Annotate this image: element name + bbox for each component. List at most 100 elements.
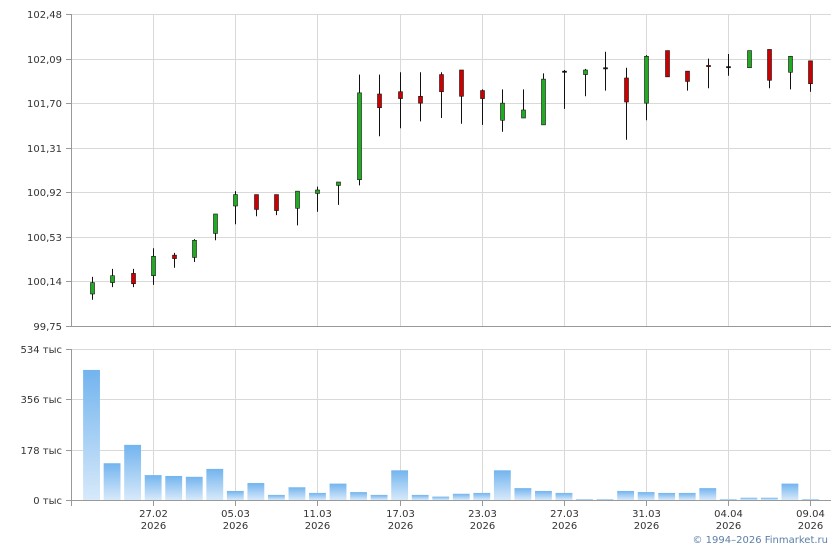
volume-bar [309, 492, 326, 500]
candle-body [110, 275, 115, 283]
x-tick-label-year: 2026 [552, 521, 577, 532]
volume-bar [144, 475, 162, 500]
volume-bar [802, 499, 819, 500]
volume-bar [678, 492, 696, 500]
volume-bar [658, 492, 676, 500]
price-tick-label: 102,48 [27, 10, 62, 21]
x-tick-label-date: 11.03 [303, 509, 332, 520]
volume-bar [596, 499, 614, 500]
candle-body [726, 66, 731, 69]
candle-body [192, 239, 197, 258]
candle-body [459, 69, 464, 97]
volume-tick-label: 356 тыс [21, 395, 62, 406]
x-axis: 27.02202605.03202611.03202617.03202623.0… [139, 500, 825, 532]
volume-bar [185, 476, 203, 500]
volume-bar [760, 497, 778, 500]
volume-bar [740, 497, 758, 500]
candle-body [521, 109, 526, 119]
candle-body [624, 77, 629, 103]
volume-bar [83, 369, 100, 500]
candle-body [583, 69, 588, 75]
copyright-footer: © 1994–2026 Finmarket.ru [692, 535, 828, 546]
volume-tick-label: 0 тыс [33, 496, 62, 507]
volume-bar [329, 483, 347, 500]
candle-body [665, 50, 670, 78]
price-tick-label: 101,31 [27, 144, 62, 155]
x-tick-label-year: 2026 [470, 521, 495, 532]
candle-body [808, 60, 813, 85]
candle-body [213, 213, 218, 234]
candle-body [131, 273, 136, 285]
volume-bar [411, 494, 429, 500]
candle-body [500, 102, 505, 121]
x-tick-label-date: 23.03 [468, 509, 497, 520]
volume-bar [555, 492, 573, 500]
volume-tick-label: 534 тыс [21, 345, 62, 356]
volume-bar [350, 492, 367, 500]
x-tick-label-year: 2026 [388, 521, 413, 532]
volume-bar [247, 483, 265, 500]
price-tick-label: 100,92 [27, 188, 62, 199]
x-tick-label-date: 05.03 [221, 509, 250, 520]
x-tick-label-date: 31.03 [632, 509, 661, 520]
volume-bar [206, 468, 224, 500]
candle-body [254, 194, 259, 210]
x-tick-label-date: 17.03 [386, 509, 415, 520]
candle-body [172, 254, 177, 259]
candle-body [767, 49, 772, 81]
candle-body [151, 255, 156, 277]
volume-bar [432, 496, 450, 500]
x-tick-label-year: 2026 [305, 521, 330, 532]
candle-body [685, 70, 690, 82]
volume-bar [617, 490, 635, 500]
volume-bar [226, 490, 244, 500]
volume-bar [391, 470, 409, 500]
candle-body [336, 181, 341, 186]
price-panel: 99,75 100,14 100,53 100,92 101,31 101,70 102,0… [27, 10, 831, 333]
volume-bar [103, 463, 121, 500]
volume-bar [514, 488, 532, 500]
volume-bar [124, 444, 142, 500]
volume-bar [637, 492, 655, 500]
volume-bar [267, 494, 285, 500]
volume-bar [165, 475, 183, 500]
volume-bar [719, 499, 737, 500]
candle-body [541, 78, 546, 126]
volume-bar [452, 493, 470, 500]
x-tick-label-date: 09.04 [796, 509, 825, 520]
candle-body [398, 91, 403, 99]
candle-body [788, 55, 793, 73]
x-tick-label-date: 27.02 [139, 509, 168, 520]
candle-body [377, 93, 382, 109]
price-tick-label: 100,53 [27, 233, 62, 244]
volume-bar [535, 490, 552, 500]
volume-bar [781, 483, 799, 500]
volume-bar [576, 499, 593, 500]
x-tick-label-year: 2026 [798, 521, 823, 532]
candle-body [644, 55, 649, 104]
x-tick-label-date: 27.03 [550, 509, 579, 520]
candle-body [562, 70, 567, 73]
volume-bar [370, 494, 388, 500]
price-tick-label: 102,09 [27, 55, 62, 66]
candle-body [747, 50, 752, 69]
volume-tick-label: 178 тыс [21, 446, 62, 457]
price-tick-label: 99,75 [33, 322, 62, 333]
x-tick-label-year: 2026 [634, 521, 659, 532]
candle-body [315, 189, 320, 194]
price-tick-label: 101,70 [27, 99, 62, 110]
candle-body [233, 194, 238, 207]
x-tick-label-year: 2026 [716, 521, 741, 532]
candle-body [274, 194, 279, 211]
candle-body [706, 65, 711, 67]
price-tick-label: 100,14 [27, 277, 62, 288]
candle-body [603, 67, 608, 70]
x-tick-label-year: 2026 [223, 521, 248, 532]
candle-body [295, 190, 300, 209]
candle-body [357, 92, 362, 181]
volume-bar [699, 488, 717, 500]
x-tick-label-date: 04.04 [714, 509, 743, 520]
x-tick-label-year: 2026 [141, 521, 166, 532]
candle-body [480, 90, 485, 99]
candle-body [439, 74, 444, 93]
